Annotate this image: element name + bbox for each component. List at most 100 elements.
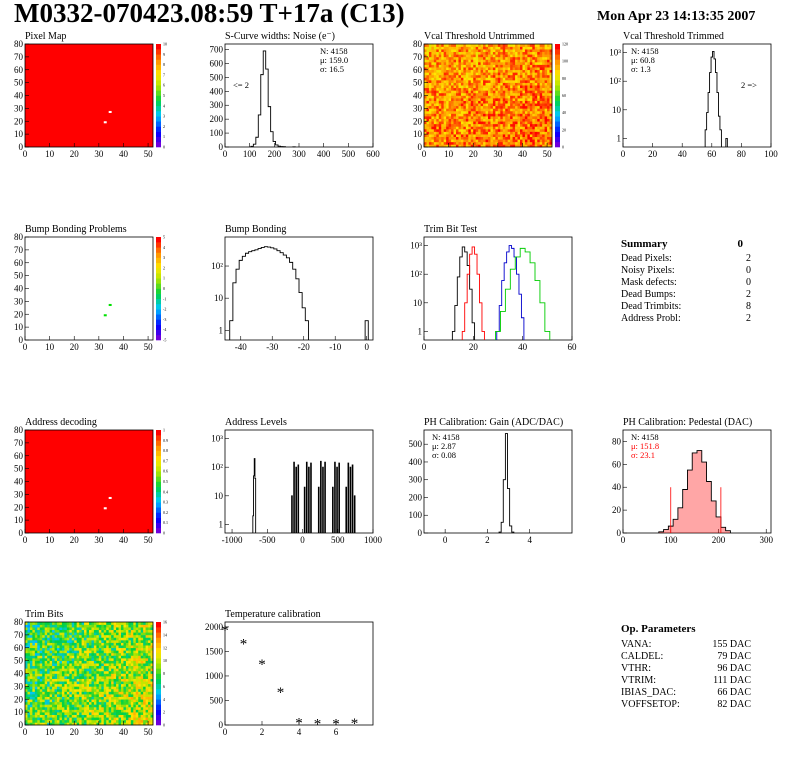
heatmap-cell <box>549 92 553 96</box>
heatmap-cell <box>103 652 107 656</box>
heatmap-cell <box>485 121 489 125</box>
heatmap-cell <box>431 128 435 132</box>
heatmap-cell <box>433 49 437 53</box>
heatmap-cell <box>488 126 491 130</box>
heatmap-cell <box>544 110 548 114</box>
heatmap-cell <box>108 688 112 692</box>
heatmap-cell <box>27 655 31 659</box>
heatmap-cell <box>468 116 472 119</box>
heatmap-cell <box>118 676 122 679</box>
heatmap-cell <box>108 714 112 718</box>
heatmap-cell <box>424 131 427 135</box>
heatmap-cell <box>66 629 70 633</box>
heatmap-cell <box>470 131 474 135</box>
heatmap-cell <box>128 642 132 646</box>
heatmap-cell <box>101 634 105 638</box>
heatmap-cell <box>515 121 518 125</box>
heatmap-cell <box>145 673 149 677</box>
heatmap-cell <box>34 642 38 646</box>
heatmap-cell <box>25 632 28 636</box>
heatmap-cell <box>148 627 151 631</box>
heatmap-cell <box>86 629 90 633</box>
heatmap-cell <box>125 663 129 667</box>
heatmap-cell <box>118 673 122 677</box>
heatmap-cell <box>490 139 494 143</box>
heatmap-cell <box>441 72 444 76</box>
heatmap-cell <box>527 131 531 135</box>
op-param-label: CALDEL: <box>621 651 664 662</box>
heatmap-cell <box>121 706 124 710</box>
heatmap-cell <box>116 694 119 697</box>
heatmap-cell <box>150 670 154 674</box>
heatmap-cell <box>534 72 538 76</box>
heatmap-cell <box>456 67 459 71</box>
heatmap-cell <box>74 699 77 703</box>
heatmap-cell <box>534 82 538 86</box>
heatmap-cell <box>539 59 543 63</box>
heatmap-cell <box>517 95 521 99</box>
palette-tick-label: -2 <box>163 307 166 312</box>
heatmap-cell <box>463 110 467 114</box>
heatmap-cell <box>443 100 447 104</box>
heatmap-cell <box>443 82 447 86</box>
palette-segment <box>156 303 161 310</box>
x-tick-label: 10 <box>444 149 454 159</box>
heatmap-cell <box>130 714 134 718</box>
heatmap-cell <box>138 652 141 656</box>
heatmap-cell <box>44 681 48 685</box>
heatmap-cell <box>460 123 464 127</box>
heatmap-cell <box>118 719 122 723</box>
heatmap-cell <box>66 704 70 708</box>
heatmap-cell <box>512 46 516 50</box>
heatmap-cell <box>458 139 462 143</box>
heatmap-cell <box>448 113 452 117</box>
heatmap-cell <box>91 719 95 723</box>
heatmap-cell <box>532 113 536 117</box>
heatmap-cell <box>438 139 442 143</box>
heatmap-cell <box>145 699 149 703</box>
heatmap-cell <box>468 54 472 58</box>
heatmap-cell <box>37 640 41 643</box>
heatmap-cell <box>123 686 127 690</box>
heatmap-cell <box>451 144 454 148</box>
heatmap-cell <box>527 67 531 71</box>
palette-segment <box>555 74 560 81</box>
histogram-series <box>495 247 551 340</box>
heatmap-cell <box>84 704 87 708</box>
heatmap-cell <box>465 59 469 63</box>
heatmap-cell <box>84 686 87 690</box>
heatmap-cell <box>470 82 474 86</box>
heatmap-cell <box>128 704 132 708</box>
heatmap-cell <box>470 51 474 55</box>
heatmap-cell <box>478 54 481 58</box>
heatmap-cell <box>25 652 28 656</box>
heatmap-cell <box>96 701 100 705</box>
heatmap-cell <box>79 696 82 700</box>
heatmap-cell <box>64 640 68 643</box>
heatmap-cell <box>135 663 139 667</box>
heatmap-cell <box>446 136 449 140</box>
heatmap-cell <box>436 69 440 73</box>
heatmap-cell <box>101 655 105 659</box>
heatmap-cell <box>433 113 437 117</box>
heatmap-cell <box>436 144 440 148</box>
heatmap-cell <box>431 131 435 135</box>
heatmap-cell <box>96 652 100 656</box>
heatmap-cell <box>27 696 31 700</box>
heatmap-cell <box>57 691 60 695</box>
heatmap-cell <box>103 696 107 700</box>
heatmap-cell <box>512 126 516 130</box>
heatmap-cell <box>515 105 518 109</box>
heatmap-cell <box>113 678 117 682</box>
heatmap-cell <box>483 126 486 130</box>
heatmap-cell <box>69 624 73 628</box>
heatmap-cell <box>537 123 540 127</box>
heatmap-cell <box>93 683 97 687</box>
heatmap-cell <box>428 82 432 86</box>
heatmap-cell <box>66 691 70 695</box>
heatmap-cell <box>502 59 506 63</box>
heatmap-cell <box>443 59 447 63</box>
heatmap-cell <box>438 136 442 140</box>
heatmap-cell <box>520 67 523 71</box>
